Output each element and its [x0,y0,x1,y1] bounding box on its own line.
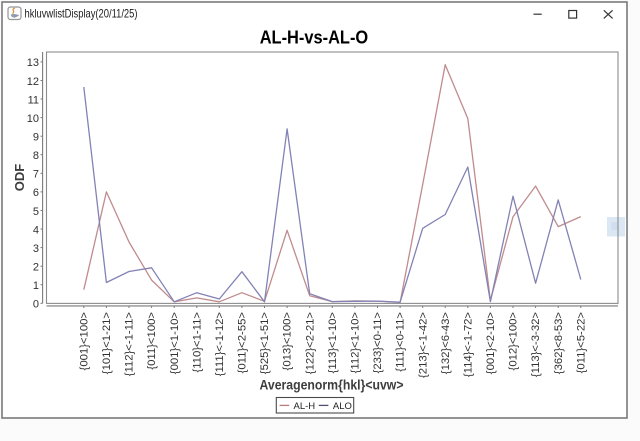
svg-text:Averagenorm{hkl}<uvw>: Averagenorm{hkl}<uvw> [260,378,404,393]
svg-text:{001}<2-10>: {001}<2-10> [485,312,497,375]
svg-text:9: 9 [33,132,39,144]
svg-text:3: 3 [33,243,39,255]
svg-text:{213}<-1-42>: {213}<-1-42> [417,312,429,378]
svg-text:2: 2 [33,262,39,274]
svg-text:8: 8 [33,150,39,162]
svg-text:11: 11 [28,94,39,106]
svg-text:13: 13 [27,57,39,69]
svg-text:5: 5 [33,206,39,218]
svg-text:{112}<1-10>: {112}<1-10> [350,312,362,374]
svg-text:{525}<1-51>: {525}<1-51> [259,312,271,375]
svg-text:0: 0 [33,299,39,311]
svg-text:12: 12 [27,76,39,88]
svg-text:{122}<2-21>: {122}<2-21> [304,312,316,375]
svg-text:6: 6 [33,187,39,199]
svg-text:10: 10 [27,113,39,125]
svg-text:{001}<1-10>: {001}<1-10> [169,312,181,375]
svg-text:{113}<-3-32>: {113}<-3-32> [530,312,542,378]
svg-text:{013}<100>: {013}<100> [282,312,294,371]
svg-text:{362}<8-53>: {362}<8-53> [553,312,565,375]
svg-text:{011}<2-55>: {011}<2-55> [237,312,249,374]
svg-text:AL-H: AL-H [294,401,316,412]
svg-text:{112}<-1-11>: {112}<-1-11> [124,312,136,377]
svg-text:{113}<1-10>: {113}<1-10> [327,312,339,374]
svg-text:{132}<6-43>: {132}<6-43> [440,312,452,375]
svg-text:7: 7 [33,169,39,181]
svg-text:1: 1 [33,280,39,292]
svg-text:{101}<1-21>: {101}<1-21> [101,312,113,375]
svg-text:{011}<5-22>: {011}<5-22> [575,312,587,374]
svg-text:hkluvwlistDisplay(20/11/25): hkluvwlistDisplay(20/11/25) [25,7,138,21]
svg-text:{114}<-1-72>: {114}<-1-72> [462,312,474,378]
svg-text:{111}<-1-12>: {111}<-1-12> [214,312,226,377]
svg-text:{011}<100>: {011}<100> [146,312,158,370]
svg-text:{001}<100>: {001}<100> [78,312,90,371]
svg-text:{012}<100>: {012}<100> [508,312,520,371]
svg-text:ODF: ODF [12,164,27,192]
svg-text:ALO: ALO [333,401,352,412]
svg-text:4: 4 [33,224,39,236]
svg-text:{111}<0-11>: {111}<0-11> [395,312,407,372]
svg-text:{110}<1-11>: {110}<1-11> [191,312,203,373]
svg-text:{233}<0-11>: {233}<0-11> [372,312,384,374]
svg-text:AL-H-vs-AL-O: AL-H-vs-AL-O [260,27,369,48]
